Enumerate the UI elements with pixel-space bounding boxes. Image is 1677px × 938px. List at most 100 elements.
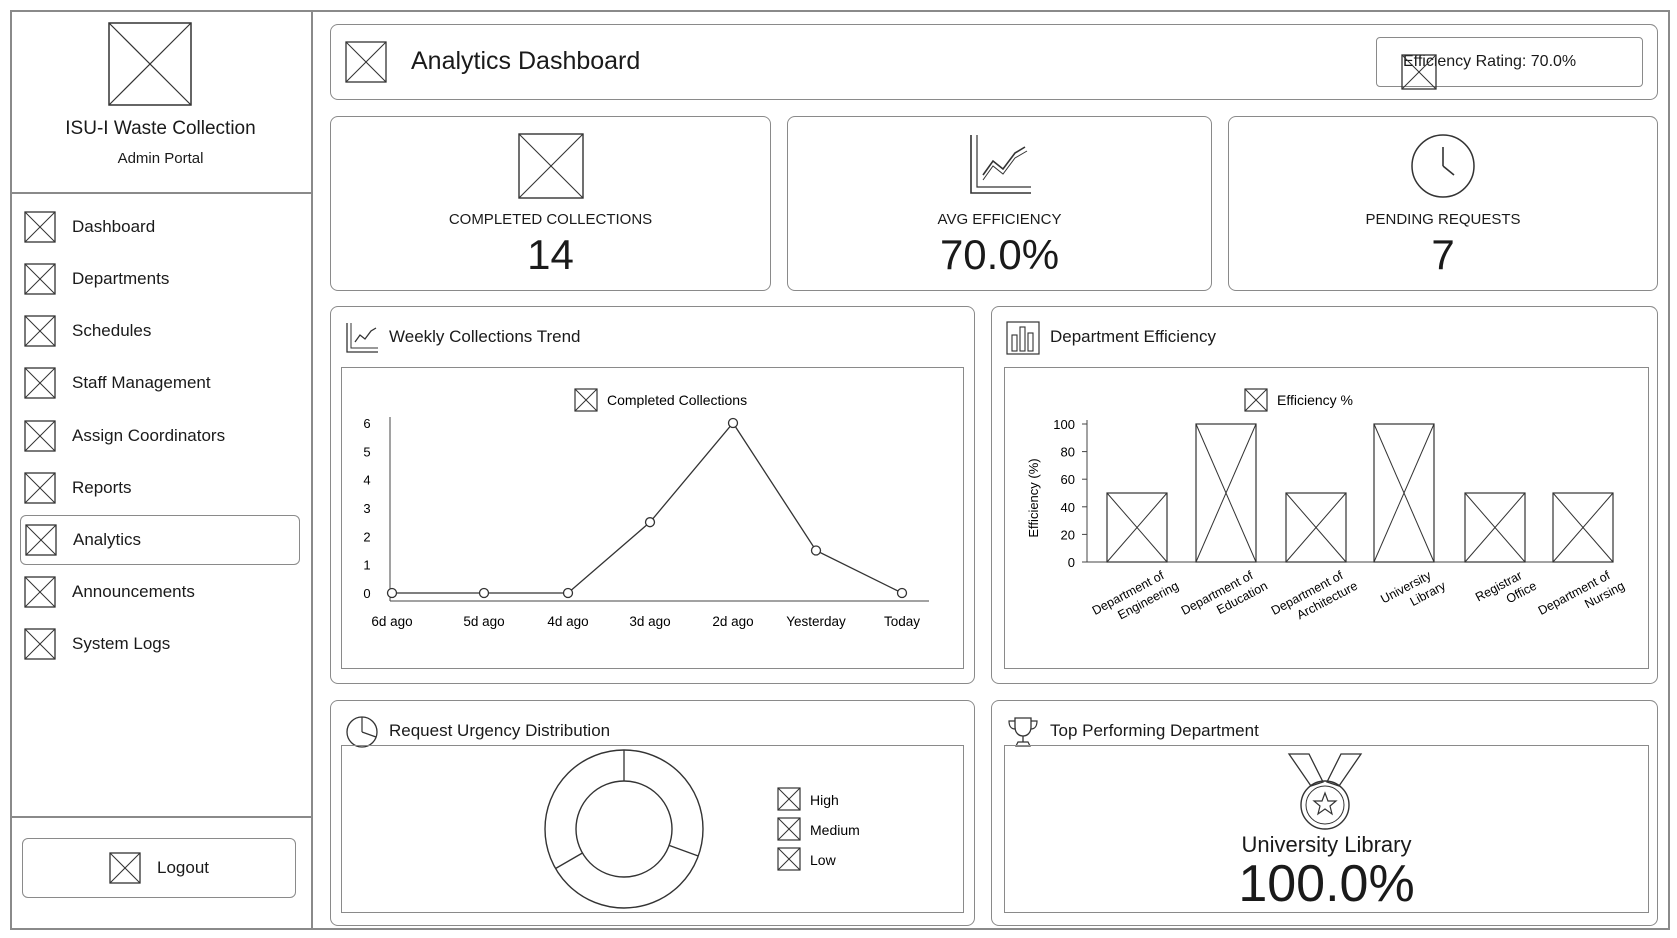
sidebar-item-icon [24, 263, 56, 295]
sidebar-item-label: Reports [72, 478, 132, 497]
top-department-value: 100.0% [1238, 855, 1415, 913]
sidebar-item-label: Schedules [72, 321, 152, 340]
efficiency-rating-text: Efficiency Rating: 70.0% [1403, 53, 1577, 70]
legend-swatch-low-icon [777, 847, 801, 871]
stat-card-efficiency: AVG EFFICIENCY 70.0% [787, 116, 1212, 291]
brand: ISU-I Waste Collection Admin Portal [10, 10, 311, 194]
y-tick-label: 5 [363, 444, 370, 459]
stat-value: 14 [527, 231, 574, 278]
department-bar-chart: Efficiency % 0 20 40 60 80 100 Efficiency (%) De… [1026, 388, 1627, 632]
bar-registrar-office [1464, 492, 1526, 563]
badge-icon [1401, 54, 1437, 90]
sidebar: ISU-I Waste Collection Admin Portal Dash… [10, 10, 313, 930]
data-point [810, 545, 822, 556]
x-tick-label: Department ofNursing [1536, 565, 1627, 632]
sidebar-item-schedules[interactable]: Schedules [20, 306, 300, 356]
app-frame [10, 10, 1670, 930]
line-chart-icon [346, 323, 378, 353]
x-tick-label: 2d ago [712, 614, 753, 629]
sidebar-item-announcements[interactable]: Announcements [20, 567, 300, 617]
department-efficiency-panel: Department Efficiency Efficiency % 0 20 40 6… [991, 306, 1658, 684]
bar-department-of-education [1195, 423, 1257, 563]
panel-title: Weekly Collections Trend [389, 327, 581, 346]
sidebar-item-icon [24, 628, 56, 660]
stat-card-pending: PENDING REQUESTS 7 [1228, 116, 1658, 291]
urgency-distribution-panel: Request Urgency Distribution High Medium L… [330, 700, 975, 926]
bar-chart-box: Efficiency % 0 20 40 60 80 100 Efficiency (%) De… [1004, 367, 1649, 669]
legend-label-medium: Medium [810, 822, 860, 838]
sidebar-item-staff-management[interactable]: Staff Management [20, 358, 300, 408]
placeholder-image-icon [517, 133, 584, 199]
legend-swatch-icon [574, 388, 598, 412]
urgency-donut-chart: High Medium Low [544, 749, 860, 909]
brand-name: ISU-I Waste Collection [65, 118, 256, 139]
sidebar-item-analytics[interactable]: Analytics [20, 515, 300, 565]
trophy-icon [1008, 717, 1038, 747]
top-department-name: University Library [1241, 832, 1412, 857]
logo-placeholder-icon [108, 22, 192, 106]
x-tick-label: Today [884, 614, 920, 629]
legend-label: Completed Collections [607, 392, 747, 408]
x-tick-label: 5d ago [463, 614, 504, 629]
data-point [478, 587, 490, 599]
slice-divider-medium [668, 844, 699, 857]
sidebar-item-reports[interactable]: Reports [20, 463, 300, 513]
x-tick-label: Department ofEngineering [1090, 565, 1181, 632]
logout-button[interactable]: Logout [22, 838, 296, 898]
bar-department-of-architecture [1285, 492, 1347, 563]
page-title: Analytics Dashboard [411, 47, 641, 75]
bar-chart-icon [1006, 321, 1040, 355]
data-point [896, 587, 908, 599]
series-line-completed-collections [392, 421, 903, 594]
medal-icon [1287, 753, 1363, 830]
panel-title: Top Performing Department [1050, 721, 1259, 740]
stat-label: PENDING REQUESTS [1365, 211, 1521, 228]
donut-chart-box: High Medium Low [341, 745, 964, 913]
panel-title: Request Urgency Distribution [389, 721, 611, 740]
data-point [727, 417, 739, 429]
y-axis-label: Efficiency (%) [1026, 458, 1041, 537]
sidebar-item-assign-coordinators[interactable]: Assign Coordinators [20, 411, 300, 461]
y-tick-label: 6 [363, 416, 370, 431]
sidebar-item-system-logs[interactable]: System Logs [20, 619, 300, 669]
legend-label-low: Low [810, 852, 837, 868]
sidebar-item-label: System Logs [72, 634, 171, 653]
legend-swatch-high-icon [777, 787, 801, 811]
y-tick-label: 0 [1068, 555, 1075, 570]
sidebar-item-label: Analytics [73, 530, 142, 549]
sidebar-item-label: Departments [72, 269, 170, 288]
logout-label: Logout [157, 858, 209, 877]
clock-icon [1411, 134, 1475, 198]
x-tick-label: Department ofArchitecture [1269, 565, 1360, 632]
x-tick-label: 6d ago [371, 614, 412, 629]
x-tick-label: Yesterday [786, 614, 846, 629]
data-point [644, 517, 656, 528]
stat-card-completed: COMPLETED COLLECTIONS 14 [330, 116, 771, 291]
legend-swatch-medium-icon [777, 817, 801, 841]
y-tick-label: 60 [1061, 472, 1075, 487]
sidebar-item-icon [24, 576, 56, 608]
x-tick-label: UniversityLibrary [1378, 564, 1448, 620]
sidebar-item-icon [24, 420, 56, 452]
x-tick-label: 4d ago [547, 614, 588, 629]
y-tick-label: 1 [363, 558, 370, 573]
bar-university-library [1373, 423, 1435, 563]
stat-value: 7 [1431, 231, 1455, 278]
x-tick-label: 3d ago [629, 614, 670, 629]
x-tick-label: Department ofEducation [1179, 565, 1270, 632]
donut-inner [575, 780, 673, 878]
line-chart-icon [969, 135, 1031, 194]
y-tick-label: 40 [1061, 500, 1075, 515]
sidebar-item-label: Dashboard [72, 217, 156, 236]
sidebar-item-departments[interactable]: Departments [20, 254, 300, 304]
page-icon [345, 41, 387, 83]
stat-label: AVG EFFICIENCY [937, 211, 1062, 228]
sidebar-item-label: Assign Coordinators [72, 426, 226, 445]
weekly-line-chart: Completed Collections 0 1 2 3 4 5 6 6d ago 5d ago… [363, 388, 929, 629]
sidebar-item-dashboard[interactable]: Dashboard [20, 202, 300, 252]
y-tick-label: 80 [1061, 445, 1075, 460]
slice-divider-low [555, 852, 583, 870]
sidebar-item-icon [24, 367, 56, 399]
sidebar-item-label: Staff Management [72, 373, 211, 392]
header-bar: Analytics Dashboard Efficiency Rating: 7… [330, 24, 1658, 100]
